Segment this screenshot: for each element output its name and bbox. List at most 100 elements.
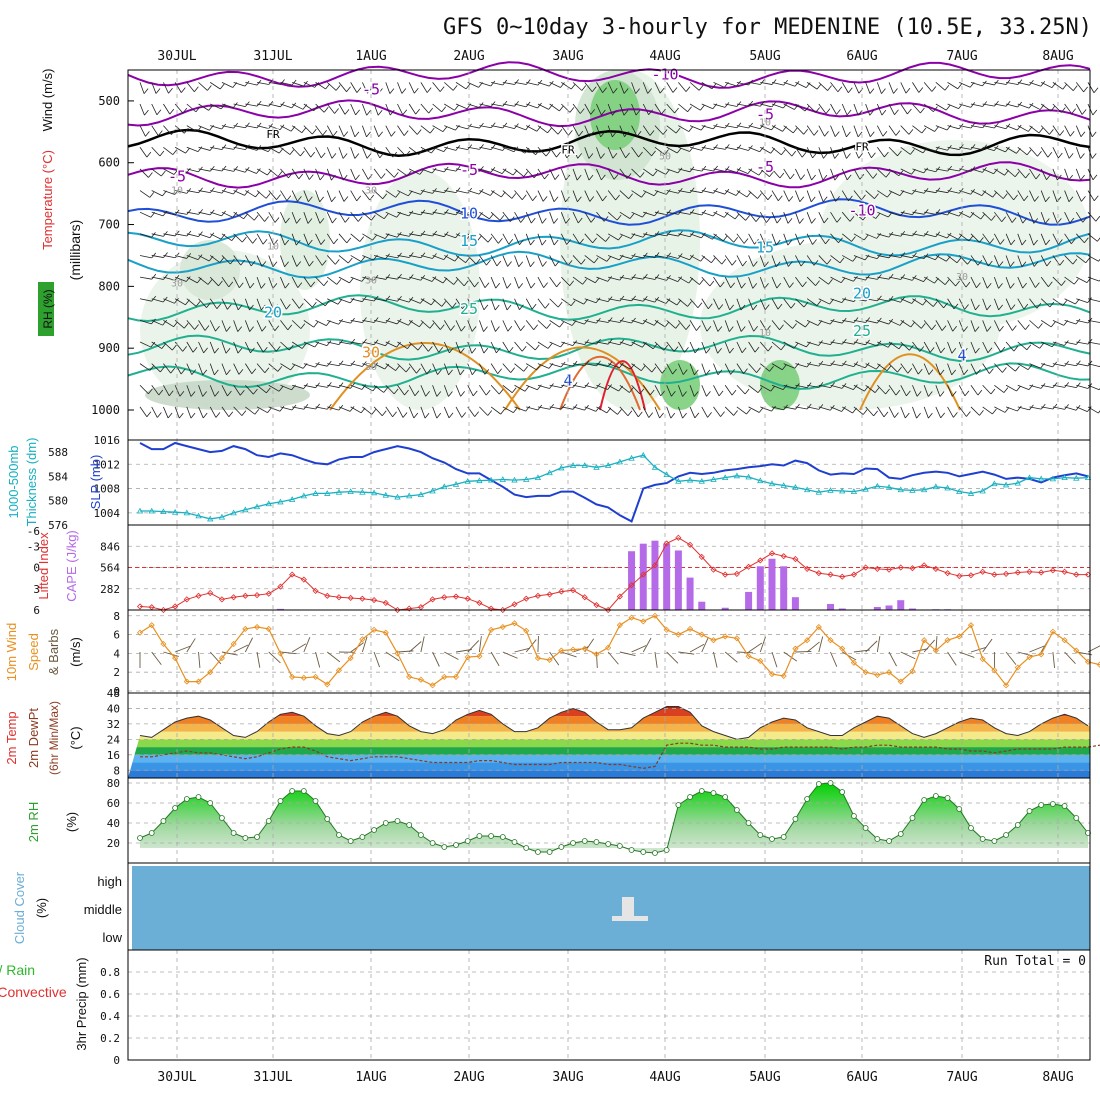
wind-barb: [268, 384, 280, 392]
wind-barb: [186, 406, 192, 419]
wind-barb: [806, 298, 818, 306]
wind-barb: [918, 87, 924, 93]
lifted-index-point: [569, 587, 577, 594]
wind-barb: [1058, 239, 1063, 245]
wind-barb: [209, 232, 215, 238]
wind-barb: [186, 638, 196, 653]
wind-barb: [1009, 283, 1015, 289]
thickness-point: [593, 463, 600, 470]
wind-barb: [313, 105, 319, 112]
wind-barb: [314, 82, 320, 88]
cape-bar: [276, 608, 284, 610]
wind-barb: [776, 282, 782, 289]
wind-barb: [1075, 318, 1081, 325]
lifted-index-point: [874, 565, 881, 572]
lifted-index-point: [897, 564, 904, 571]
wind-speed-point: [710, 637, 717, 644]
wind-barb: [245, 122, 250, 128]
wind-barb: [451, 302, 457, 308]
wind-barb: [783, 298, 792, 309]
wind-barb: [842, 255, 853, 262]
wind-barb: [241, 236, 247, 243]
thickness-point: [710, 476, 717, 482]
wind-barb: [186, 168, 199, 173]
wind-barb: [677, 385, 683, 397]
wind-barb: [1083, 86, 1088, 93]
thickness-point: [839, 487, 846, 494]
wind-barb: [385, 340, 390, 347]
wind-barb: [487, 236, 493, 243]
wind-barb: [760, 125, 772, 131]
cape-bar: [756, 566, 764, 610]
wind-barb: [479, 276, 486, 288]
wind-barb: [806, 276, 816, 286]
wind-barb: [994, 406, 1006, 413]
wind-barb: [416, 367, 421, 374]
wind-barb: [479, 103, 492, 107]
wind-barb: [342, 153, 348, 159]
wind-barb: [701, 146, 714, 150]
wind-barb: [596, 360, 601, 367]
wind-barb: [1097, 237, 1100, 242]
wind-barb: [383, 387, 388, 393]
wind-barb: [566, 152, 572, 159]
wind-barb: [607, 317, 613, 323]
wind-barb: [752, 304, 758, 311]
wind-barb: [849, 216, 855, 222]
wind-barb: [265, 193, 271, 199]
wind-barb: [642, 341, 647, 348]
wind-barb: [146, 151, 152, 158]
wind-barb: [479, 211, 490, 220]
wind-barb: [491, 81, 503, 86]
wind-barb: [420, 230, 426, 237]
wind-barb: [198, 276, 209, 285]
wind-barb: [174, 276, 187, 282]
wind-barb: [806, 403, 812, 410]
wind-barb: [1092, 109, 1098, 116]
wind-barb: [338, 382, 344, 388]
rh-point: [359, 834, 366, 840]
wind-barb: [452, 85, 458, 91]
wind-barb: [544, 303, 550, 309]
wind-barb: [221, 103, 234, 108]
wind-barb: [198, 209, 203, 215]
wind-barb: [631, 233, 644, 238]
wind-barb: [545, 150, 551, 157]
lifted-index-point: [371, 597, 378, 604]
thickness-point: [464, 477, 471, 484]
rh-point: [862, 825, 869, 831]
wind-barb: [1040, 233, 1047, 246]
wind-barb: [455, 165, 461, 172]
wind-barb: [806, 125, 815, 136]
wind-barb: [919, 346, 925, 352]
temp-tick-label: 16: [107, 749, 120, 762]
wind-barb: [596, 255, 608, 262]
wind-barb: [409, 233, 422, 237]
rh-point: [1073, 815, 1080, 821]
wind-speed-point: [967, 622, 975, 629]
wind-barb: [291, 320, 302, 329]
rh-point: [511, 839, 518, 845]
wind-speed-line: [139, 615, 1100, 687]
wind-barb: [643, 211, 655, 217]
wind-barb: [760, 103, 773, 108]
wind-barb: [560, 147, 568, 159]
wind-barb: [935, 103, 947, 111]
wind-barb: [158, 389, 164, 396]
wind-barb: [280, 384, 292, 391]
wind-barb: [724, 102, 730, 108]
wind-barb: [713, 233, 724, 242]
wind-barb: [327, 363, 340, 367]
wind-barb: [590, 217, 596, 223]
temperature-band: [128, 693, 1090, 701]
wind-barb: [443, 298, 453, 308]
thickness-point: [312, 490, 319, 496]
lifted-index-point: [253, 592, 261, 599]
wind-barb: [705, 347, 711, 354]
wind-barb: [321, 260, 327, 266]
wind-barb: [857, 109, 863, 116]
wind-barb: [818, 103, 827, 114]
wind-barb: [865, 233, 877, 239]
wind-barb: [221, 406, 230, 417]
wind-barb: [795, 406, 808, 410]
